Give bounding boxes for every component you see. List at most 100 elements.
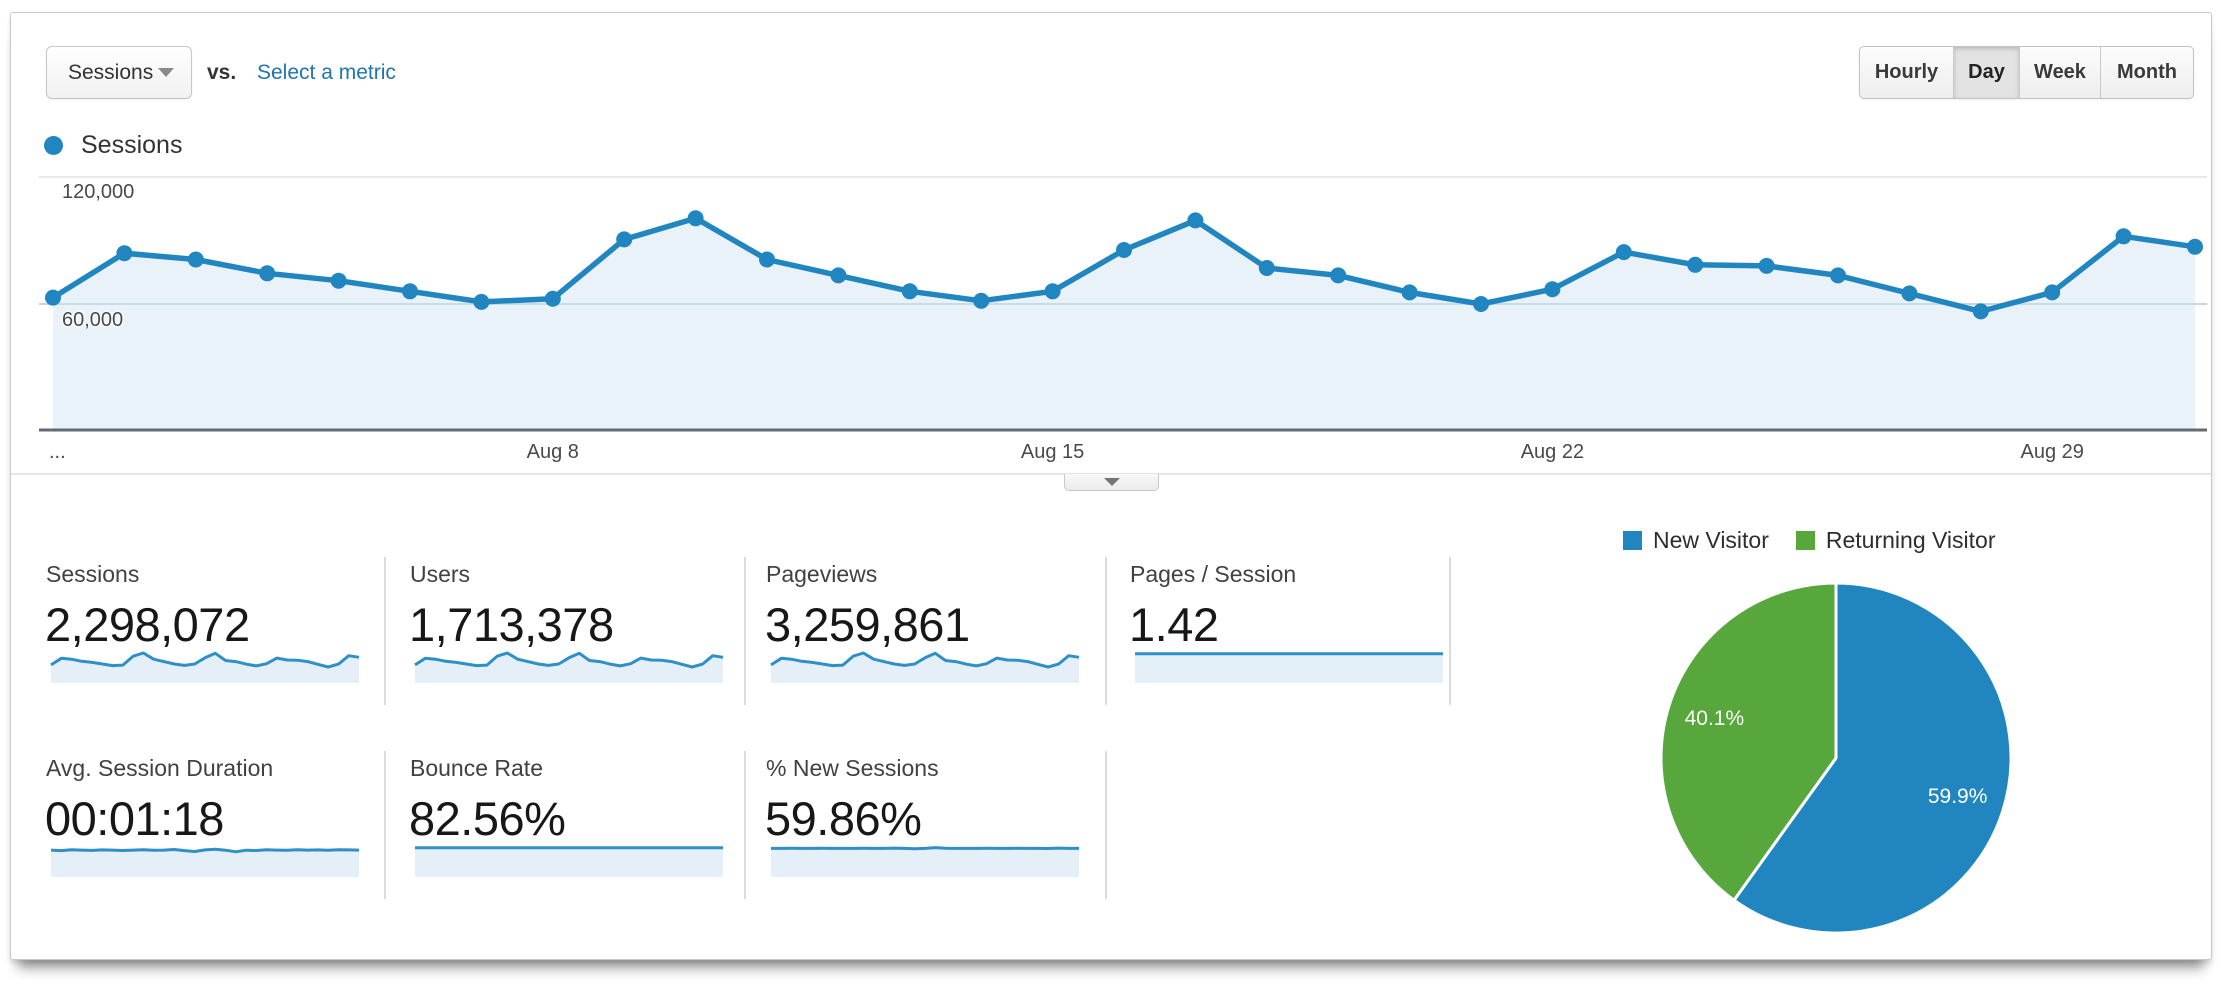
data-point [259,265,276,282]
timeline-svg [39,176,2207,432]
legend-swatch-icon [1795,531,1815,550]
metric-card-value: 82.56% [409,792,566,845]
data-point [1330,267,1347,284]
metric-card--new-sessions: % New Sessions 59.86% [765,745,1101,915]
data-point [1901,285,1918,302]
pie-slice-new-visitor [1732,581,2013,935]
legend-item-returning-visitor: Returning Visitor [1795,527,1996,554]
x-axis-tick: Aug 8 [526,441,579,463]
overview-panel: Sessions vs. Select a metric Hourly Day We… [10,12,2212,960]
sessions-legend-dot-icon [44,136,63,155]
data-point [687,210,704,227]
data-point [1615,244,1632,261]
metric-sparkline [50,651,360,683]
data-point [1544,281,1561,298]
card-divider [1449,557,1451,705]
metric-card-value: 3,259,861 [765,598,970,651]
metric-sparkline [50,847,360,877]
visitor-type-pie-chart: 59.9% 40.1% [1656,578,2016,938]
time-button-day[interactable]: Day [1954,47,2020,98]
sessions-timeline-chart [39,171,2207,439]
metric-card-value: 00:01:18 [45,792,224,845]
metric-card-value: 2,298,072 [45,598,250,651]
legend-item-label: New Visitor [1653,527,1769,553]
metric-card-value: 59.86% [765,792,922,845]
select-metric-link[interactable]: Select a metric [257,61,396,84]
data-point [45,289,61,306]
data-point [473,293,490,310]
data-point [330,272,347,289]
sessions-legend-label: Sessions [81,131,183,159]
time-granularity-group: Hourly Day Week Month [1859,46,2194,99]
legend-swatch-icon [1623,531,1642,550]
time-button-week[interactable]: Week [2020,47,2101,98]
metric-card-value: 1,713,378 [409,598,614,651]
vs-label: vs. [207,61,237,84]
metric-selector-dropdown[interactable]: Sessions [46,46,192,99]
metric-card-avg-session-duration: Avg. Session Duration 00:01:18 [45,745,381,915]
data-point [402,283,418,300]
chart-collapse-tab[interactable] [1064,474,1159,491]
card-divider [384,557,386,705]
data-point [1473,296,1489,312]
pie-slice-percentage: 59.9% [1927,785,1988,809]
metric-card-label: Pageviews [766,561,878,587]
metric-card-sessions: Sessions 2,298,072 [45,551,381,721]
card-divider [744,751,746,899]
data-point [1830,267,1846,284]
card-divider [744,557,746,705]
pie-slice-percentage: 40.1% [1684,706,1745,730]
data-point [187,251,204,268]
metric-sparkline [414,651,724,683]
data-point [2115,228,2132,245]
metric-sparkline [771,846,1079,877]
pie-svg [1659,581,2013,935]
data-point [116,245,133,262]
card-divider [384,751,386,899]
data-point [759,251,775,268]
data-point [544,290,561,307]
card-divider [1105,751,1107,899]
time-button-hourly[interactable]: Hourly [1860,47,1954,98]
metric-card-pageviews: Pageviews 3,259,861 [765,551,1101,721]
data-point [1187,212,1204,229]
card-divider [1105,557,1107,705]
data-point [1758,257,1775,274]
data-point [1972,303,1989,320]
x-axis-tick: ... [49,441,66,463]
time-button-month[interactable]: Month [2117,61,2177,83]
data-point [1687,256,1704,273]
chevron-down-icon [158,68,174,77]
metric-sparkline [415,846,723,877]
metric-card-value: 1.42 [1129,598,1219,651]
data-point [973,292,990,309]
x-axis-tick: Aug 29 [2020,441,2084,463]
metric-card-bounce-rate: Bounce Rate 82.56% [409,745,745,915]
data-point [1044,283,1061,300]
metric-card-label: Avg. Session Duration [46,755,274,781]
y-axis-tick-120000: 120,000 [62,181,135,203]
metric-card-label: % New Sessions [766,755,939,781]
legend-item-new-visitor: New Visitor [1623,527,1769,554]
metric-card-pages-session: Pages / Session 1.42 [1129,551,1465,721]
pie-slice-returning-visitor [1659,581,1838,902]
x-axis-tick: Aug 15 [1020,441,1085,463]
metric-card-label: Users [410,561,471,587]
legend-item-label: Returning Visitor [1825,527,1996,553]
data-point [830,267,847,284]
y-axis-tick-60000: 60,000 [62,309,124,331]
data-point [2187,238,2203,255]
chevron-down-icon [1103,478,1120,486]
metric-sparkline [1135,652,1443,683]
metric-card-label: Pages / Session [1130,561,1297,587]
metric-card-label: Bounce Rate [410,755,543,781]
metric-sparkline [770,651,1080,683]
metric-card-users: Users 1,713,378 [409,551,745,721]
visitor-type-legend: New Visitor Returning Visitor [1623,527,1996,554]
data-point [1116,242,1132,258]
data-point [616,231,633,248]
data-point [1401,284,1418,301]
data-point [901,283,918,300]
data-point [2044,284,2061,301]
